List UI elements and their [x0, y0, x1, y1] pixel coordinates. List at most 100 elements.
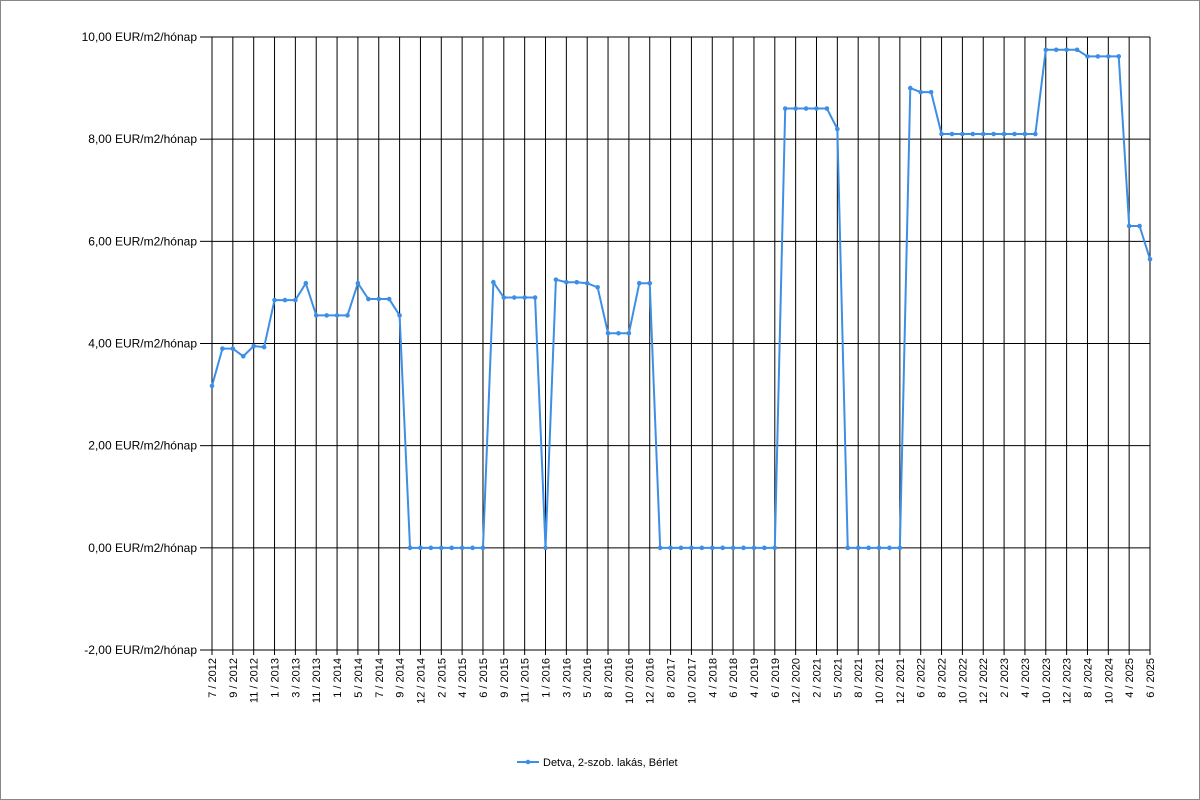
point: [803, 106, 809, 111]
x-tick-label: 3 / 2016: [561, 658, 573, 698]
point: [939, 131, 944, 137]
x-tick-label: 2 / 2015: [436, 658, 448, 698]
y-tick-label: 8,00 EUR/m2/hónap: [88, 132, 197, 146]
point: [438, 545, 444, 551]
point: [313, 313, 319, 318]
point: [501, 295, 507, 300]
point: [616, 330, 621, 336]
x-tick-label: 12 / 2023: [1062, 658, 1074, 704]
x-tick-label: 4 / 2015: [457, 658, 469, 698]
point: [1012, 131, 1017, 137]
point: [1022, 131, 1028, 137]
x-tick-label: 6 / 2015: [478, 658, 490, 698]
point: [251, 343, 256, 349]
x-tick-label: 4 / 2018: [707, 658, 719, 698]
x-tick-label: 4 / 2023: [1020, 658, 1032, 698]
point: [240, 353, 246, 359]
x-tick-label: 10 / 2021: [874, 658, 886, 704]
point: [532, 295, 538, 300]
point: [334, 313, 340, 318]
point: [741, 545, 746, 551]
point: [293, 297, 298, 303]
point: [543, 545, 548, 551]
x-tick-label: 10 / 2017: [686, 658, 698, 704]
x-tick-label: 5 / 2016: [582, 658, 594, 698]
x-tick-label: 2 / 2023: [999, 658, 1011, 698]
x-tick-label: 9 / 2014: [395, 658, 407, 698]
point: [907, 85, 913, 91]
point: [1064, 47, 1069, 53]
x-tick-label: 12 / 2016: [645, 658, 657, 704]
point: [960, 131, 965, 137]
point: [1043, 47, 1049, 53]
x-tick-label: 8 / 2022: [937, 658, 949, 698]
y-tick-label: 4,00 EUR/m2/hónap: [88, 337, 197, 351]
x-tick-label: 12 / 2022: [978, 658, 990, 704]
x-tick-label: 4 / 2025: [1124, 658, 1136, 698]
x-tick-label: 12 / 2021: [895, 658, 907, 704]
point: [782, 106, 788, 111]
point: [949, 131, 955, 137]
point: [762, 545, 767, 551]
x-tick-label: 6 / 2025: [1145, 658, 1157, 698]
point: [699, 545, 705, 551]
point: [772, 545, 778, 551]
point: [647, 280, 653, 286]
point: [324, 313, 329, 318]
point: [282, 297, 288, 303]
point: [1137, 223, 1142, 229]
point: [522, 295, 527, 300]
point: [1053, 47, 1059, 53]
point: [1001, 131, 1007, 137]
point: [814, 106, 819, 111]
legend-label: Detva, 2-szob. lakás, Bérlet: [543, 757, 678, 769]
point: [511, 295, 517, 300]
x-tick-label: 5 / 2021: [832, 658, 844, 698]
point: [355, 280, 361, 286]
x-tick-label: 12 / 2020: [791, 658, 803, 704]
point: [991, 131, 996, 137]
x-tick-label: 7 / 2012: [207, 658, 219, 698]
x-tick-label: 1 / 2013: [270, 658, 282, 698]
point: [1126, 223, 1132, 229]
point: [553, 277, 559, 282]
x-tick-label: 8 / 2024: [1082, 658, 1094, 698]
point: [720, 545, 725, 551]
x-tick-label: 6 / 2018: [728, 658, 740, 698]
x-tick-label: 8 / 2021: [853, 658, 865, 698]
point: [407, 545, 413, 551]
x-tick-label: 8 / 2016: [603, 658, 615, 698]
point: [209, 383, 215, 389]
point: [897, 545, 903, 551]
point: [386, 296, 392, 302]
x-tick-label: 4 / 2019: [749, 658, 761, 698]
point: [1074, 47, 1080, 53]
x-tick-label: 12 / 2014: [415, 658, 427, 704]
x-tick-label: 11 / 2012: [249, 658, 261, 703]
point: [303, 280, 309, 286]
point: [730, 545, 736, 551]
point: [793, 106, 798, 111]
point: [918, 89, 924, 95]
point: [678, 545, 684, 551]
point: [689, 545, 694, 551]
x-tick-label: 10 / 2024: [1103, 658, 1115, 704]
x-tick-label: 6 / 2019: [770, 658, 782, 698]
x-tick-label: 11 / 2015: [520, 658, 532, 703]
point: [1033, 131, 1038, 137]
point: [980, 131, 986, 137]
point: [668, 545, 673, 551]
point: [428, 545, 434, 551]
x-tick-label: 1 / 2016: [541, 658, 553, 698]
point: [366, 296, 371, 302]
y-tick-label: -2,00 EUR/m2/hónap: [84, 643, 197, 657]
point: [1095, 54, 1101, 59]
x-tick-label: 11 / 2013: [311, 658, 323, 703]
x-tick-label: 9 / 2012: [228, 658, 240, 698]
y-tick-label: 2,00 EUR/m2/hónap: [88, 439, 197, 453]
x-tick-label: 8 / 2017: [666, 658, 678, 698]
point: [824, 106, 830, 111]
point: [272, 297, 277, 303]
